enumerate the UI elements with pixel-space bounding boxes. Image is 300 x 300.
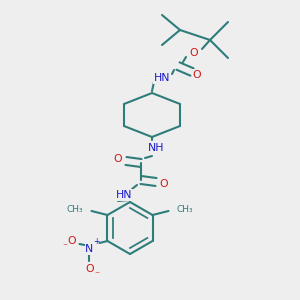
Text: O: O <box>160 179 168 189</box>
Text: CH₃: CH₃ <box>67 205 83 214</box>
Text: +: + <box>93 238 100 247</box>
Text: HN: HN <box>116 190 132 200</box>
Text: O: O <box>190 48 198 58</box>
Text: O: O <box>114 154 122 164</box>
Text: N: N <box>85 244 94 254</box>
Text: ⁻: ⁻ <box>62 242 67 252</box>
Text: ⁻: ⁻ <box>94 270 99 280</box>
Text: NH: NH <box>148 143 164 153</box>
Text: CH₃: CH₃ <box>176 205 193 214</box>
Text: HN: HN <box>154 73 170 83</box>
Text: O: O <box>67 236 76 246</box>
Text: O: O <box>193 70 201 80</box>
Text: O: O <box>85 264 94 274</box>
